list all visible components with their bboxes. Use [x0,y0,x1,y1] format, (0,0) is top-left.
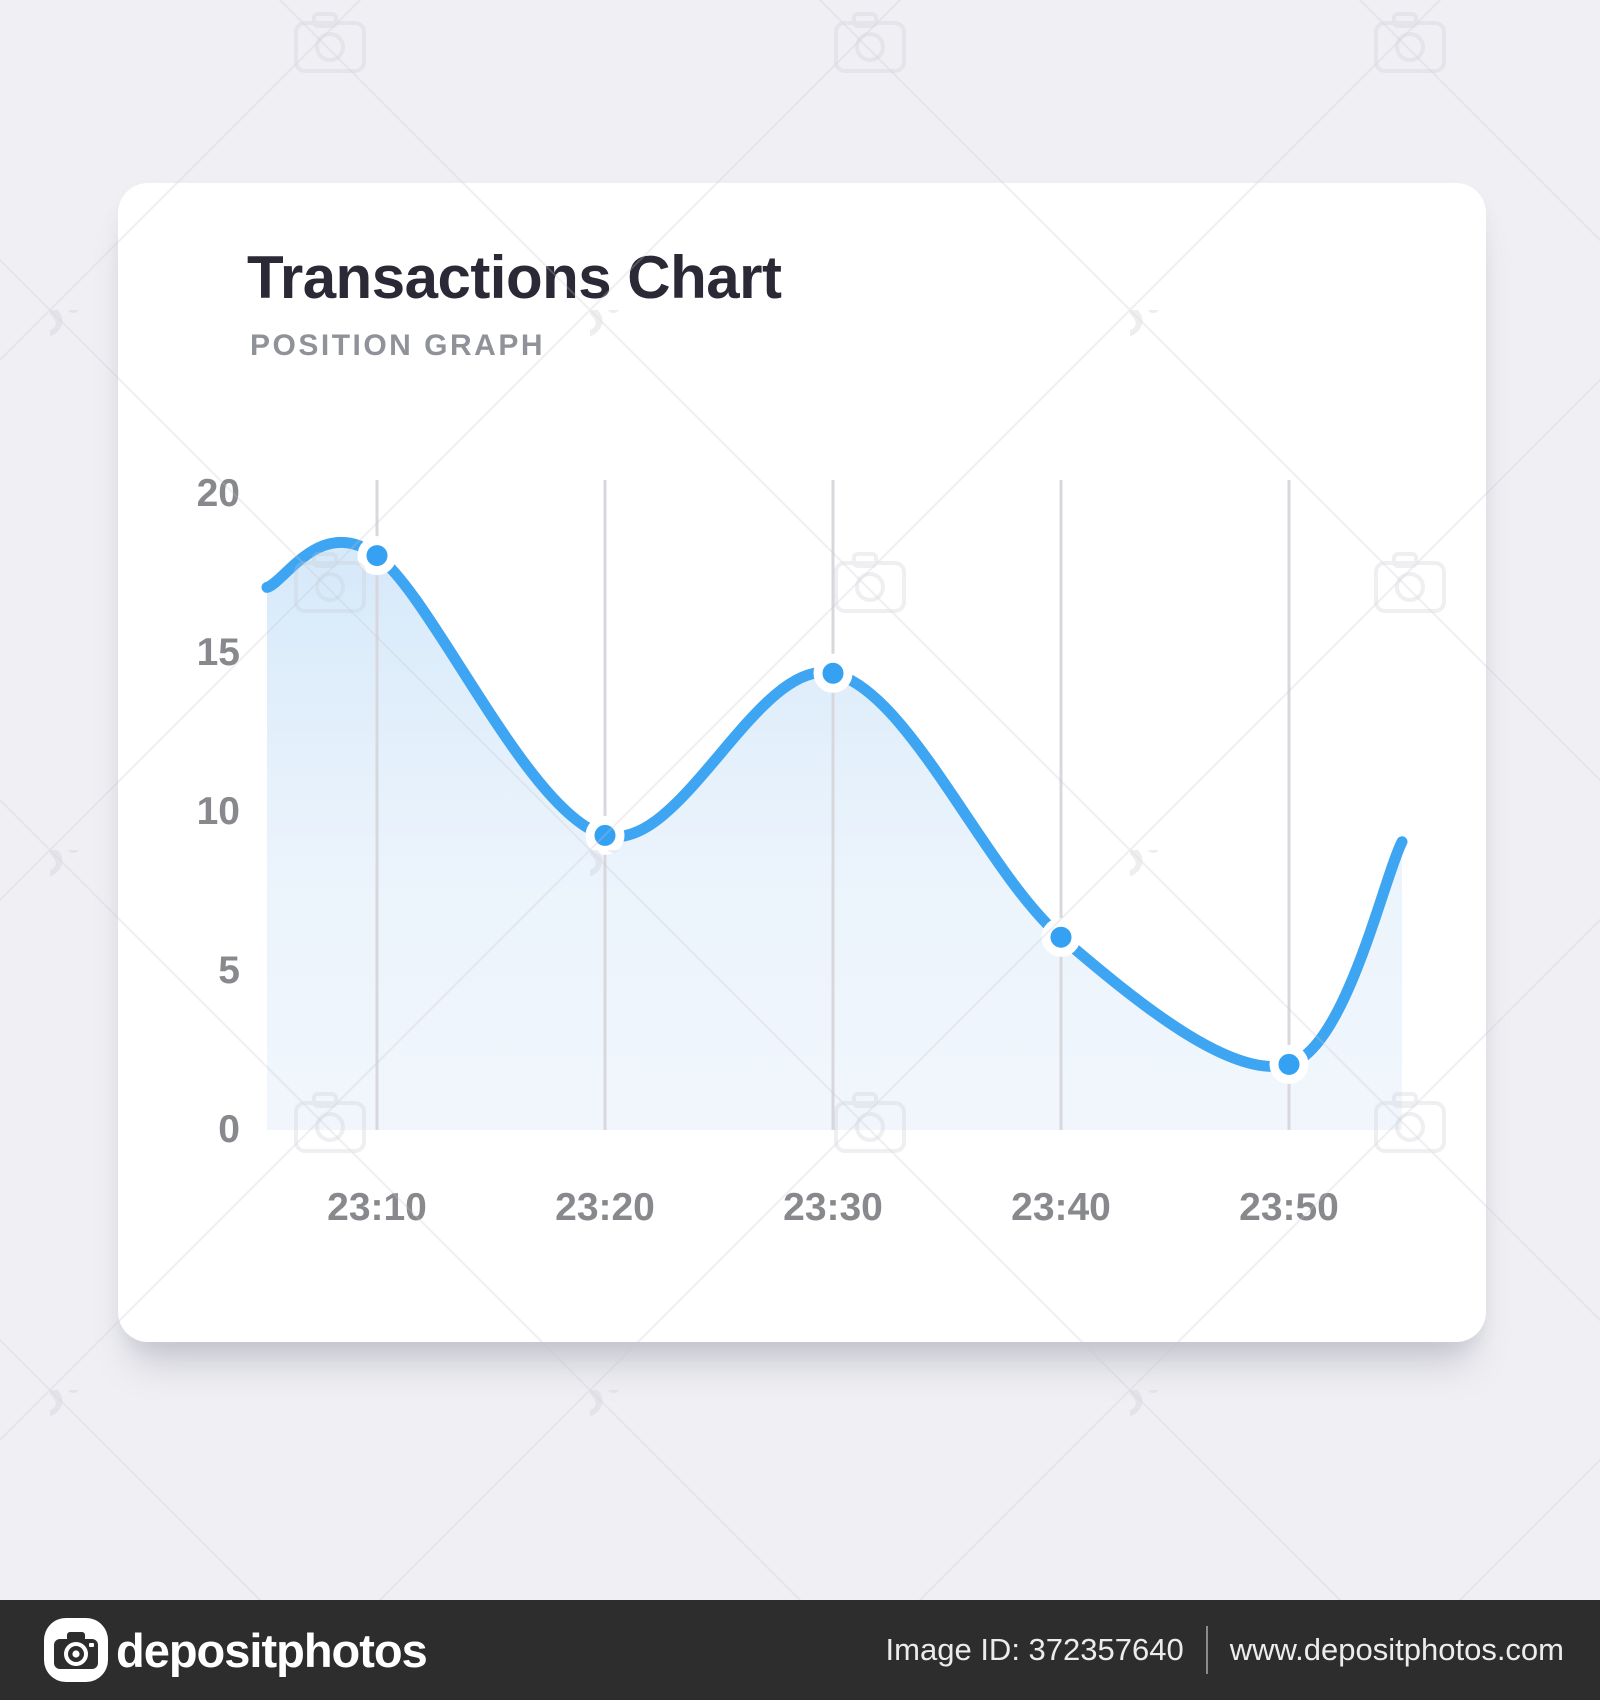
footer-divider [1205,1626,1208,1674]
depositphotos-camera-icon [44,1618,108,1682]
data-point [813,653,853,693]
y-tick-label: 0 [218,1108,240,1151]
data-point [357,536,397,576]
data-point [1269,1044,1309,1084]
y-tick-label: 20 [197,472,240,515]
x-tick-label: 23:50 [1239,1186,1339,1229]
x-tick-label: 23:30 [783,1186,883,1229]
footer-bar: depositphotos Image ID: 372357640 www.de… [0,1600,1600,1700]
footer-brand-text: depositphotos [116,1623,428,1677]
y-tick-label: 10 [197,790,240,833]
x-tick-label: 23:10 [327,1186,427,1229]
y-tick-label: 5 [218,949,240,992]
data-point [1041,917,1081,957]
image-id-text: Image ID: 372357640 [885,1632,1184,1667]
data-point [585,815,625,855]
footer-right-group: Image ID: 372357640 www.depositphotos.co… [886,1626,1564,1674]
x-tick-label: 23:20 [555,1186,655,1229]
x-tick-label: 23:40 [1011,1186,1111,1229]
website-text: www.depositphotos.com [1229,1632,1564,1667]
y-tick-label: 15 [197,631,240,674]
